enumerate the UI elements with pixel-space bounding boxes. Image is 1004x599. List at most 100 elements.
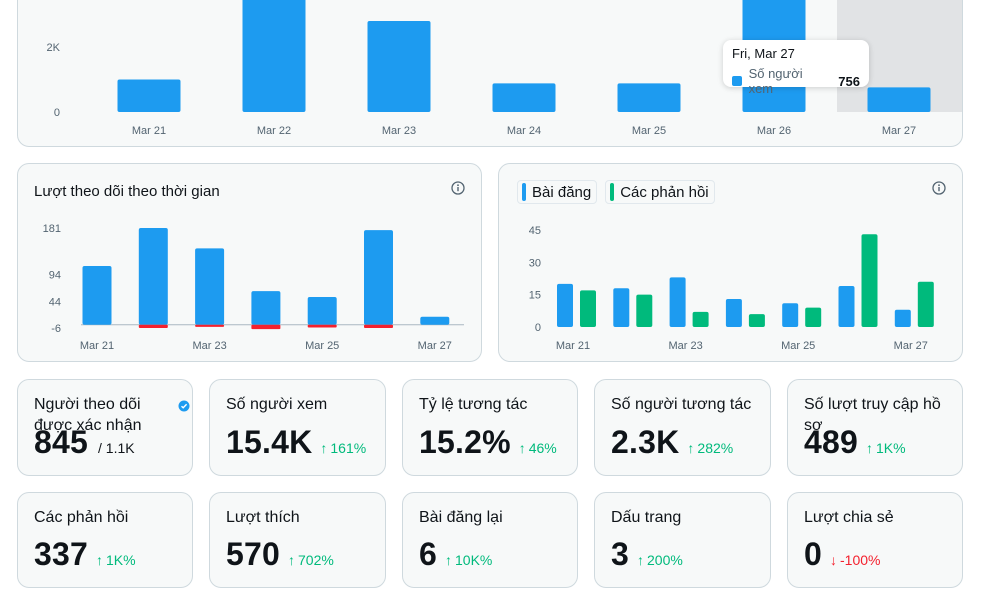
stat-value: 845: [34, 424, 88, 460]
stat-label: Tỷ lệ tương tác: [419, 396, 528, 413]
stat-label: Bài đăng lại: [419, 509, 503, 526]
arrow-up-icon: ↑: [445, 552, 452, 568]
x-tick-label: Mar 24: [507, 125, 541, 137]
posts-bar: [782, 303, 799, 327]
stat-sub: / 1.1K: [98, 440, 135, 456]
stat-change: ↑ 46%: [519, 440, 557, 456]
stat-card-viewers[interactable]: Số người xem 15.4K ↑ 161%: [209, 379, 386, 476]
y-tick-label: 94: [49, 270, 61, 282]
posts-legend: Bài đăng Các phản hồi: [517, 180, 715, 204]
replies-bar: [805, 307, 822, 327]
legend-replies-label: Các phản hồi: [620, 183, 709, 201]
posts-bar: [557, 283, 573, 327]
stat-change: ↑ 282%: [687, 440, 733, 456]
info-icon[interactable]: [451, 181, 465, 195]
y-tick-label: 2K: [47, 42, 61, 54]
posts-chart: 0 15 30 45 Mar 21 Mar 23 Mar 25 Mar 27: [529, 225, 934, 352]
stat-change: ↑ 10K%: [445, 552, 492, 568]
stat-label: Lượt chia sẻ: [804, 509, 894, 526]
chart-tooltip: Fri, Mar 27 Số người xem 756: [723, 40, 869, 96]
x-tick-label: Mar 25: [781, 340, 815, 352]
x-tick-label: Mar 21: [132, 125, 166, 137]
stat-change: ↑ 200%: [637, 552, 683, 568]
stat-value: 489: [804, 424, 858, 460]
tooltip-swatch: [732, 76, 742, 86]
stat-value: 3: [611, 536, 629, 572]
stat-change-value: 46%: [528, 440, 557, 456]
arrow-up-icon: ↑: [518, 440, 526, 456]
stat-value: 15.2%: [419, 424, 511, 460]
stat-value: 570: [226, 536, 280, 572]
stat-change-value: 1K%: [876, 440, 906, 456]
stat-card-replies[interactable]: Các phản hồi 337 ↑ 1K%: [17, 492, 193, 588]
bar-mar-25: [617, 83, 681, 112]
stat-label: Số người tương tác: [611, 396, 752, 413]
arrow-up-icon: ↑: [637, 552, 644, 568]
posts-bar: [894, 309, 911, 327]
x-tick-label: Mar 26: [757, 125, 791, 137]
stat-change-value: 1K%: [106, 552, 136, 568]
replies-bar: [580, 290, 596, 327]
stat-label: Lượt thích: [226, 509, 300, 526]
stat-card-reposts[interactable]: Bài đăng lại 6 ↑ 10K%: [402, 492, 578, 588]
y-tick-label: -6: [51, 323, 61, 335]
stat-card-profile-visits[interactable]: Số lượt truy cập hồ sơ 489 ↑ 1K%: [787, 379, 963, 476]
stat-card-shares[interactable]: Lượt chia sẻ 0 ↓ -100%: [787, 492, 963, 588]
stat-card-engagers[interactable]: Số người tương tác 2.3K ↑ 282%: [594, 379, 771, 476]
y-tick-label: 15: [529, 290, 541, 302]
loss-bar: [307, 324, 337, 328]
stat-card-verified-followers[interactable]: Người theo dõi được xác nhận 845 / 1.1K: [17, 379, 193, 476]
stat-label: Dấu trang: [611, 509, 682, 526]
followers-chart-card: Lượt theo dõi theo thời gian 181 94 44 -6 Ma…: [17, 163, 482, 362]
gain-bar: [251, 291, 281, 325]
stat-label: Số lượt truy cập hồ sơ: [804, 396, 941, 434]
bar-mar-27: [867, 87, 931, 112]
y-tick-label: 30: [529, 257, 541, 269]
loss-bar: [138, 324, 168, 328]
stat-change-value: -100%: [840, 552, 881, 568]
legend-posts-swatch: [522, 183, 526, 201]
stat-card-likes[interactable]: Lượt thích 570 ↑ 702%: [209, 492, 386, 588]
tooltip-date: Fri, Mar 27: [732, 46, 795, 61]
stat-card-bookmarks[interactable]: Dấu trang 3 ↑ 200%: [594, 492, 771, 588]
stat-change-value: 702%: [298, 552, 334, 568]
verified-badge-icon: [178, 400, 190, 412]
legend-posts-label: Bài đăng: [532, 183, 592, 201]
legend-posts[interactable]: Bài đăng: [517, 180, 598, 204]
stat-change: ↓ -100%: [830, 552, 880, 568]
x-tick-label: Mar 25: [305, 340, 339, 352]
arrow-down-icon: ↓: [830, 552, 837, 568]
stat-value: 0: [804, 536, 822, 572]
x-tick-label: Mar 21: [80, 340, 114, 352]
bar-mar-23: [367, 21, 431, 112]
x-tick-label: Mar 27: [894, 340, 928, 352]
x-tick-label: Mar 25: [632, 125, 666, 137]
x-tick-label: Mar 23: [382, 125, 416, 137]
stat-value: 15.4K: [226, 424, 313, 460]
legend-replies[interactable]: Các phản hồi: [605, 180, 715, 204]
replies-bar: [636, 294, 653, 327]
stat-change-value: 282%: [697, 440, 734, 456]
replies-bar: [917, 281, 934, 327]
gain-bar: [82, 265, 112, 325]
info-icon[interactable]: [932, 181, 946, 195]
stat-change: ↑ 1K%: [866, 440, 906, 456]
posts-chart-card: Bài đăng Các phản hồi 0 15 30 45 Mar 21 Mar 2…: [498, 163, 963, 362]
arrow-up-icon: ↑: [866, 440, 873, 456]
stat-card-engagement-rate[interactable]: Tỷ lệ tương tác 15.2% ↑ 46%: [402, 379, 578, 476]
arrow-up-icon: ↑: [96, 552, 103, 568]
stat-label: Người theo dõi được xác nhận: [34, 396, 142, 434]
x-tick-label: Mar 27: [418, 340, 452, 352]
bar-mar-24: [492, 83, 556, 112]
gain-bar: [138, 228, 168, 325]
gain-bar: [307, 296, 337, 325]
bar-mar-22: [242, 0, 306, 112]
x-tick-label: Mar 27: [882, 125, 916, 137]
replies-bar: [861, 234, 878, 327]
posts-bar: [669, 277, 686, 327]
gain-bar: [420, 316, 450, 325]
posts-bar: [838, 286, 855, 327]
stat-label: Các phản hồi: [34, 509, 129, 526]
loss-bar: [251, 324, 281, 330]
followers-chart-title: Lượt theo dõi theo thời gian: [34, 183, 220, 200]
